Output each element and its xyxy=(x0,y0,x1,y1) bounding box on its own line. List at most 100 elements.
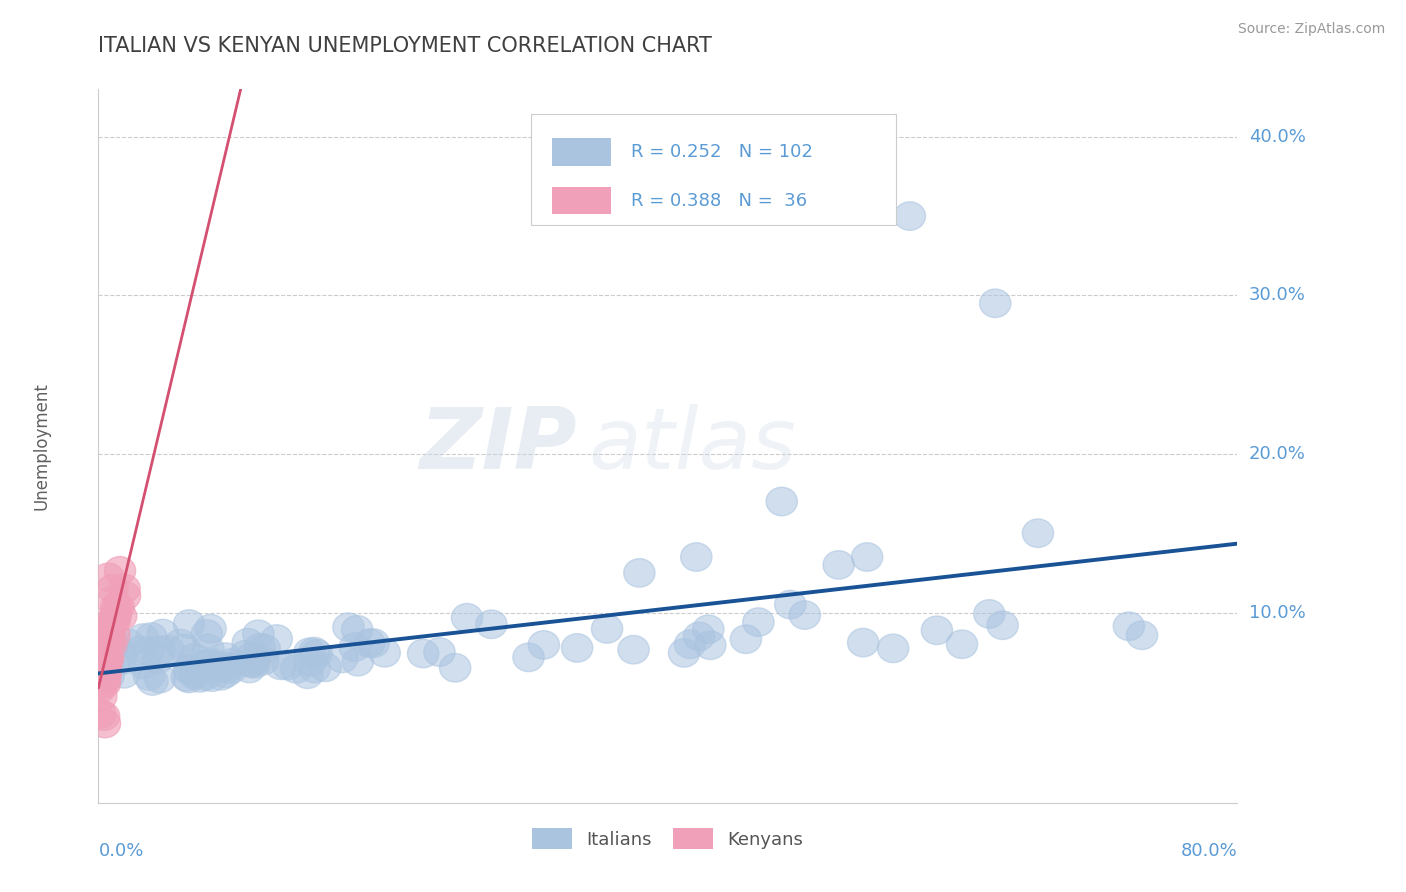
Text: 20.0%: 20.0% xyxy=(1249,445,1306,463)
Legend: Italians, Kenyans: Italians, Kenyans xyxy=(523,819,813,858)
Text: R = 0.252   N = 102: R = 0.252 N = 102 xyxy=(631,143,813,161)
Ellipse shape xyxy=(86,637,118,665)
Ellipse shape xyxy=(980,289,1011,318)
Ellipse shape xyxy=(624,558,655,587)
Ellipse shape xyxy=(100,593,132,622)
Ellipse shape xyxy=(124,636,156,665)
Ellipse shape xyxy=(195,615,226,643)
Ellipse shape xyxy=(592,615,623,643)
Ellipse shape xyxy=(204,654,236,682)
Ellipse shape xyxy=(987,611,1018,640)
Ellipse shape xyxy=(98,607,131,635)
Ellipse shape xyxy=(451,604,482,632)
Ellipse shape xyxy=(90,654,121,682)
Ellipse shape xyxy=(229,640,262,669)
Text: atlas: atlas xyxy=(588,404,796,488)
Ellipse shape xyxy=(789,601,821,630)
Ellipse shape xyxy=(128,624,159,652)
Ellipse shape xyxy=(97,587,128,615)
Ellipse shape xyxy=(132,637,163,665)
Ellipse shape xyxy=(775,591,806,619)
Ellipse shape xyxy=(852,542,883,571)
Ellipse shape xyxy=(235,649,267,678)
Ellipse shape xyxy=(299,654,330,682)
Ellipse shape xyxy=(823,550,855,579)
Ellipse shape xyxy=(475,610,508,639)
Ellipse shape xyxy=(98,631,129,659)
Ellipse shape xyxy=(342,648,374,676)
Ellipse shape xyxy=(165,629,195,657)
Ellipse shape xyxy=(90,709,121,738)
Ellipse shape xyxy=(529,631,560,659)
Ellipse shape xyxy=(100,602,131,631)
Ellipse shape xyxy=(93,630,124,658)
Ellipse shape xyxy=(513,643,544,672)
Ellipse shape xyxy=(89,669,121,698)
Ellipse shape xyxy=(326,644,359,673)
Ellipse shape xyxy=(142,645,174,673)
Ellipse shape xyxy=(368,639,401,667)
Ellipse shape xyxy=(693,615,724,643)
Ellipse shape xyxy=(87,669,118,698)
Text: ITALIAN VS KENYAN UNEMPLOYMENT CORRELATION CHART: ITALIAN VS KENYAN UNEMPLOYMENT CORRELATI… xyxy=(98,36,713,55)
Ellipse shape xyxy=(236,648,267,676)
Ellipse shape xyxy=(309,653,342,681)
Ellipse shape xyxy=(97,574,128,603)
Ellipse shape xyxy=(766,487,797,516)
Ellipse shape xyxy=(190,649,221,678)
Text: Unemployment: Unemployment xyxy=(32,382,51,510)
Text: Source: ZipAtlas.com: Source: ZipAtlas.com xyxy=(1237,22,1385,37)
Ellipse shape xyxy=(209,643,242,672)
Ellipse shape xyxy=(894,202,925,230)
Ellipse shape xyxy=(93,563,124,591)
Bar xyxy=(551,186,612,214)
Ellipse shape xyxy=(742,607,775,636)
Ellipse shape xyxy=(153,635,184,664)
Ellipse shape xyxy=(112,629,143,657)
Text: R = 0.388   N =  36: R = 0.388 N = 36 xyxy=(631,192,807,210)
Ellipse shape xyxy=(86,682,117,711)
Ellipse shape xyxy=(239,649,270,678)
Ellipse shape xyxy=(342,615,373,644)
Ellipse shape xyxy=(174,656,205,684)
Ellipse shape xyxy=(946,630,977,658)
Ellipse shape xyxy=(90,658,121,687)
Ellipse shape xyxy=(353,629,385,657)
Ellipse shape xyxy=(94,617,125,646)
Ellipse shape xyxy=(214,653,246,681)
Ellipse shape xyxy=(281,655,312,683)
Ellipse shape xyxy=(89,618,121,647)
Ellipse shape xyxy=(90,624,122,653)
Ellipse shape xyxy=(243,620,274,648)
Ellipse shape xyxy=(93,643,124,672)
Ellipse shape xyxy=(236,642,269,671)
Ellipse shape xyxy=(193,634,224,663)
Bar xyxy=(551,138,612,166)
Ellipse shape xyxy=(668,639,700,667)
Ellipse shape xyxy=(273,651,304,680)
Ellipse shape xyxy=(1022,519,1053,548)
Ellipse shape xyxy=(683,622,714,650)
Ellipse shape xyxy=(86,612,117,640)
Ellipse shape xyxy=(148,619,179,648)
Ellipse shape xyxy=(169,634,200,663)
Ellipse shape xyxy=(86,640,117,669)
Ellipse shape xyxy=(98,621,129,649)
Ellipse shape xyxy=(93,622,124,650)
Ellipse shape xyxy=(233,654,266,682)
Bar xyxy=(531,114,896,225)
Ellipse shape xyxy=(136,666,169,695)
Ellipse shape xyxy=(108,574,141,603)
Ellipse shape xyxy=(90,662,121,690)
Ellipse shape xyxy=(105,646,136,674)
Ellipse shape xyxy=(294,638,325,666)
Ellipse shape xyxy=(145,636,176,665)
Ellipse shape xyxy=(86,670,117,698)
Ellipse shape xyxy=(173,665,205,693)
Ellipse shape xyxy=(108,659,139,688)
Ellipse shape xyxy=(87,654,118,682)
Ellipse shape xyxy=(86,650,118,679)
Ellipse shape xyxy=(249,634,280,663)
Ellipse shape xyxy=(245,633,276,662)
Ellipse shape xyxy=(215,648,246,677)
